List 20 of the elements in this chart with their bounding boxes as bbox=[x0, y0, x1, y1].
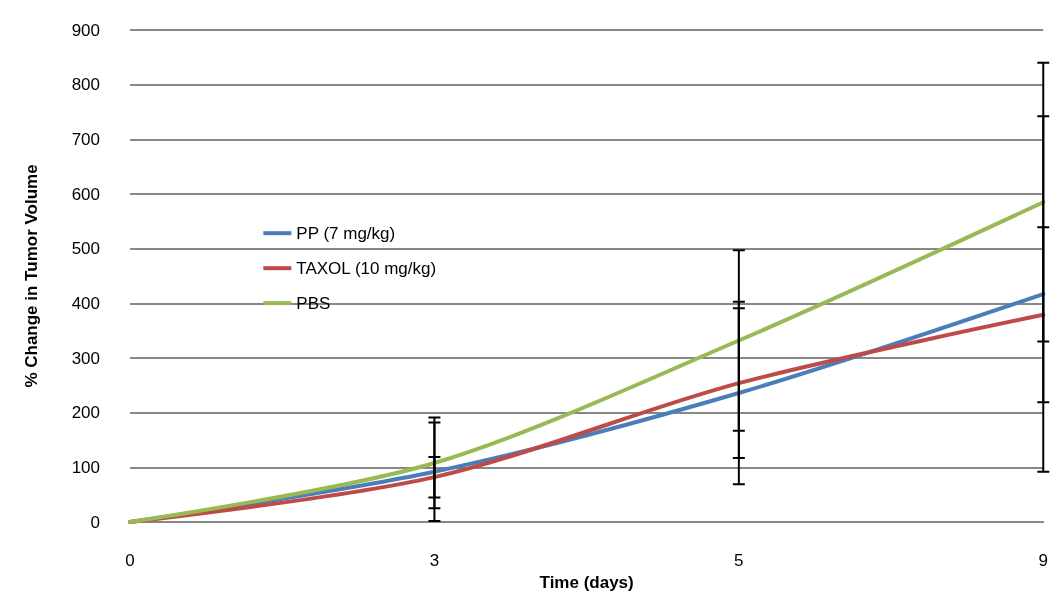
x-tick-label: 0 bbox=[125, 551, 135, 570]
y-tick-label: 0 bbox=[90, 512, 100, 532]
legend-label: PP (7 mg/kg) bbox=[296, 223, 396, 243]
y-tick-label: 300 bbox=[71, 348, 100, 368]
y-tick-label: 500 bbox=[71, 239, 100, 259]
y-tick-label: 800 bbox=[71, 75, 100, 95]
x-tick-label: 9 bbox=[1038, 551, 1049, 570]
x-tick-label: 3 bbox=[429, 551, 440, 570]
legend-label: TAXOL (10 mg/kg) bbox=[296, 258, 437, 278]
x-axis-title: Time (days) bbox=[539, 572, 634, 592]
legend-label: PBS bbox=[296, 293, 331, 313]
line-series bbox=[128, 200, 1046, 524]
y-tick-label: 100 bbox=[71, 457, 100, 477]
y-tick-label: 600 bbox=[71, 184, 100, 204]
y-tick-label: 400 bbox=[71, 293, 100, 313]
y-tick-label: 900 bbox=[71, 20, 100, 40]
y-tick-label: 200 bbox=[71, 403, 100, 423]
x-tick-label: 5 bbox=[734, 551, 744, 570]
y-axis-title: % Change in Tumor Volume bbox=[22, 164, 41, 388]
y-tick-label: 700 bbox=[71, 129, 100, 149]
